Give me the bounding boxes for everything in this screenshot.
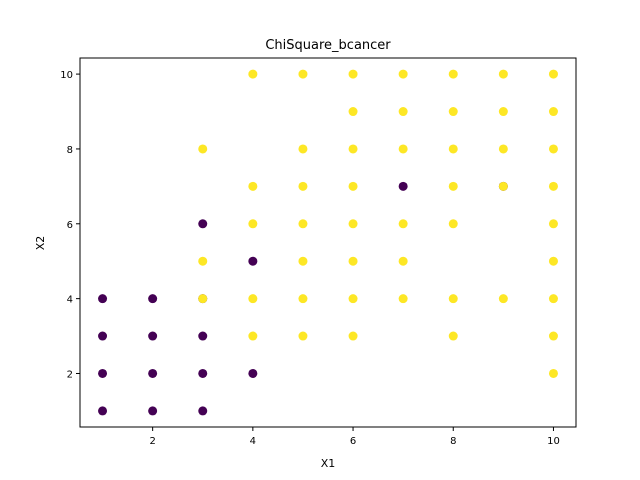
data-point-class-1	[348, 181, 358, 191]
data-point-class-1	[298, 144, 308, 154]
data-point-class-0	[148, 331, 158, 341]
data-point-class-0	[398, 181, 408, 191]
y-axis-ticks: 2 4 6 8 10	[60, 70, 80, 380]
y-tick-label: 10	[60, 70, 73, 81]
y-tick-label: 8	[67, 145, 73, 156]
data-point-class-1	[398, 294, 408, 304]
data-point-class-1	[448, 144, 458, 154]
y-tick-label: 2	[67, 369, 73, 380]
data-point-class-1	[398, 256, 408, 266]
data-point-class-1	[398, 219, 408, 229]
data-point-class-0	[248, 368, 258, 378]
data-point-class-1	[198, 144, 208, 154]
data-point-class-1	[448, 69, 458, 79]
data-point-class-1	[548, 144, 558, 154]
data-point-class-1	[298, 219, 308, 229]
data-point-class-0	[148, 406, 158, 416]
data-point-class-1	[498, 294, 508, 304]
data-points	[98, 69, 558, 416]
data-point-class-1	[348, 294, 358, 304]
data-point-class-0	[198, 331, 208, 341]
data-point-class-1	[448, 219, 458, 229]
data-point-class-0	[198, 368, 208, 378]
data-point-class-1	[548, 107, 558, 117]
data-point-class-1	[198, 294, 208, 304]
data-point-class-0	[248, 256, 258, 266]
chart-title: ChiSquare_bcancer	[265, 38, 391, 53]
data-point-class-1	[298, 69, 308, 79]
data-point-class-0	[148, 368, 158, 378]
data-point-class-1	[448, 181, 458, 191]
data-point-class-1	[298, 331, 308, 341]
data-point-class-1	[498, 69, 508, 79]
data-point-class-1	[498, 181, 508, 191]
data-point-class-1	[248, 219, 258, 229]
data-point-class-1	[248, 69, 258, 79]
data-point-class-1	[348, 256, 358, 266]
data-point-class-1	[248, 331, 258, 341]
data-point-class-1	[448, 294, 458, 304]
data-point-class-1	[298, 181, 308, 191]
data-point-class-0	[98, 368, 108, 378]
x-tick-label: 10	[547, 436, 560, 447]
data-point-class-0	[148, 294, 158, 304]
data-point-class-1	[248, 181, 258, 191]
data-point-class-1	[298, 294, 308, 304]
plot-area-frame	[79, 57, 577, 428]
data-point-class-1	[548, 181, 558, 191]
x-tick-label: 4	[250, 436, 256, 447]
x-tick-label: 8	[450, 436, 456, 447]
data-point-class-1	[548, 219, 558, 229]
data-point-class-1	[548, 256, 558, 266]
x-axis-label: X1	[321, 457, 336, 470]
data-point-class-0	[98, 294, 108, 304]
data-point-class-1	[348, 144, 358, 154]
x-axis-ticks: 2 4 6 8 10	[149, 427, 560, 447]
data-point-class-0	[198, 219, 208, 229]
data-point-class-1	[548, 69, 558, 79]
data-point-class-1	[448, 107, 458, 117]
x-tick-label: 6	[350, 436, 356, 447]
data-point-class-1	[348, 219, 358, 229]
y-tick-label: 4	[67, 295, 73, 306]
y-tick-label: 6	[67, 220, 73, 231]
data-point-class-1	[348, 331, 358, 341]
data-point-class-1	[498, 107, 508, 117]
data-point-class-1	[398, 144, 408, 154]
data-point-class-1	[548, 368, 558, 378]
y-axis-label: X2	[34, 236, 47, 251]
data-point-class-1	[198, 256, 208, 266]
data-point-class-0	[198, 406, 208, 416]
data-point-class-1	[248, 294, 258, 304]
data-point-class-1	[348, 69, 358, 79]
data-point-class-1	[298, 256, 308, 266]
data-point-class-1	[498, 144, 508, 154]
data-point-class-0	[98, 406, 108, 416]
data-point-class-0	[98, 331, 108, 341]
data-point-class-1	[548, 294, 558, 304]
data-point-class-1	[448, 331, 458, 341]
x-tick-label: 2	[149, 436, 155, 447]
data-point-class-1	[398, 69, 408, 79]
data-point-class-1	[548, 331, 558, 341]
data-point-class-1	[398, 107, 408, 117]
data-point-class-1	[348, 107, 358, 117]
